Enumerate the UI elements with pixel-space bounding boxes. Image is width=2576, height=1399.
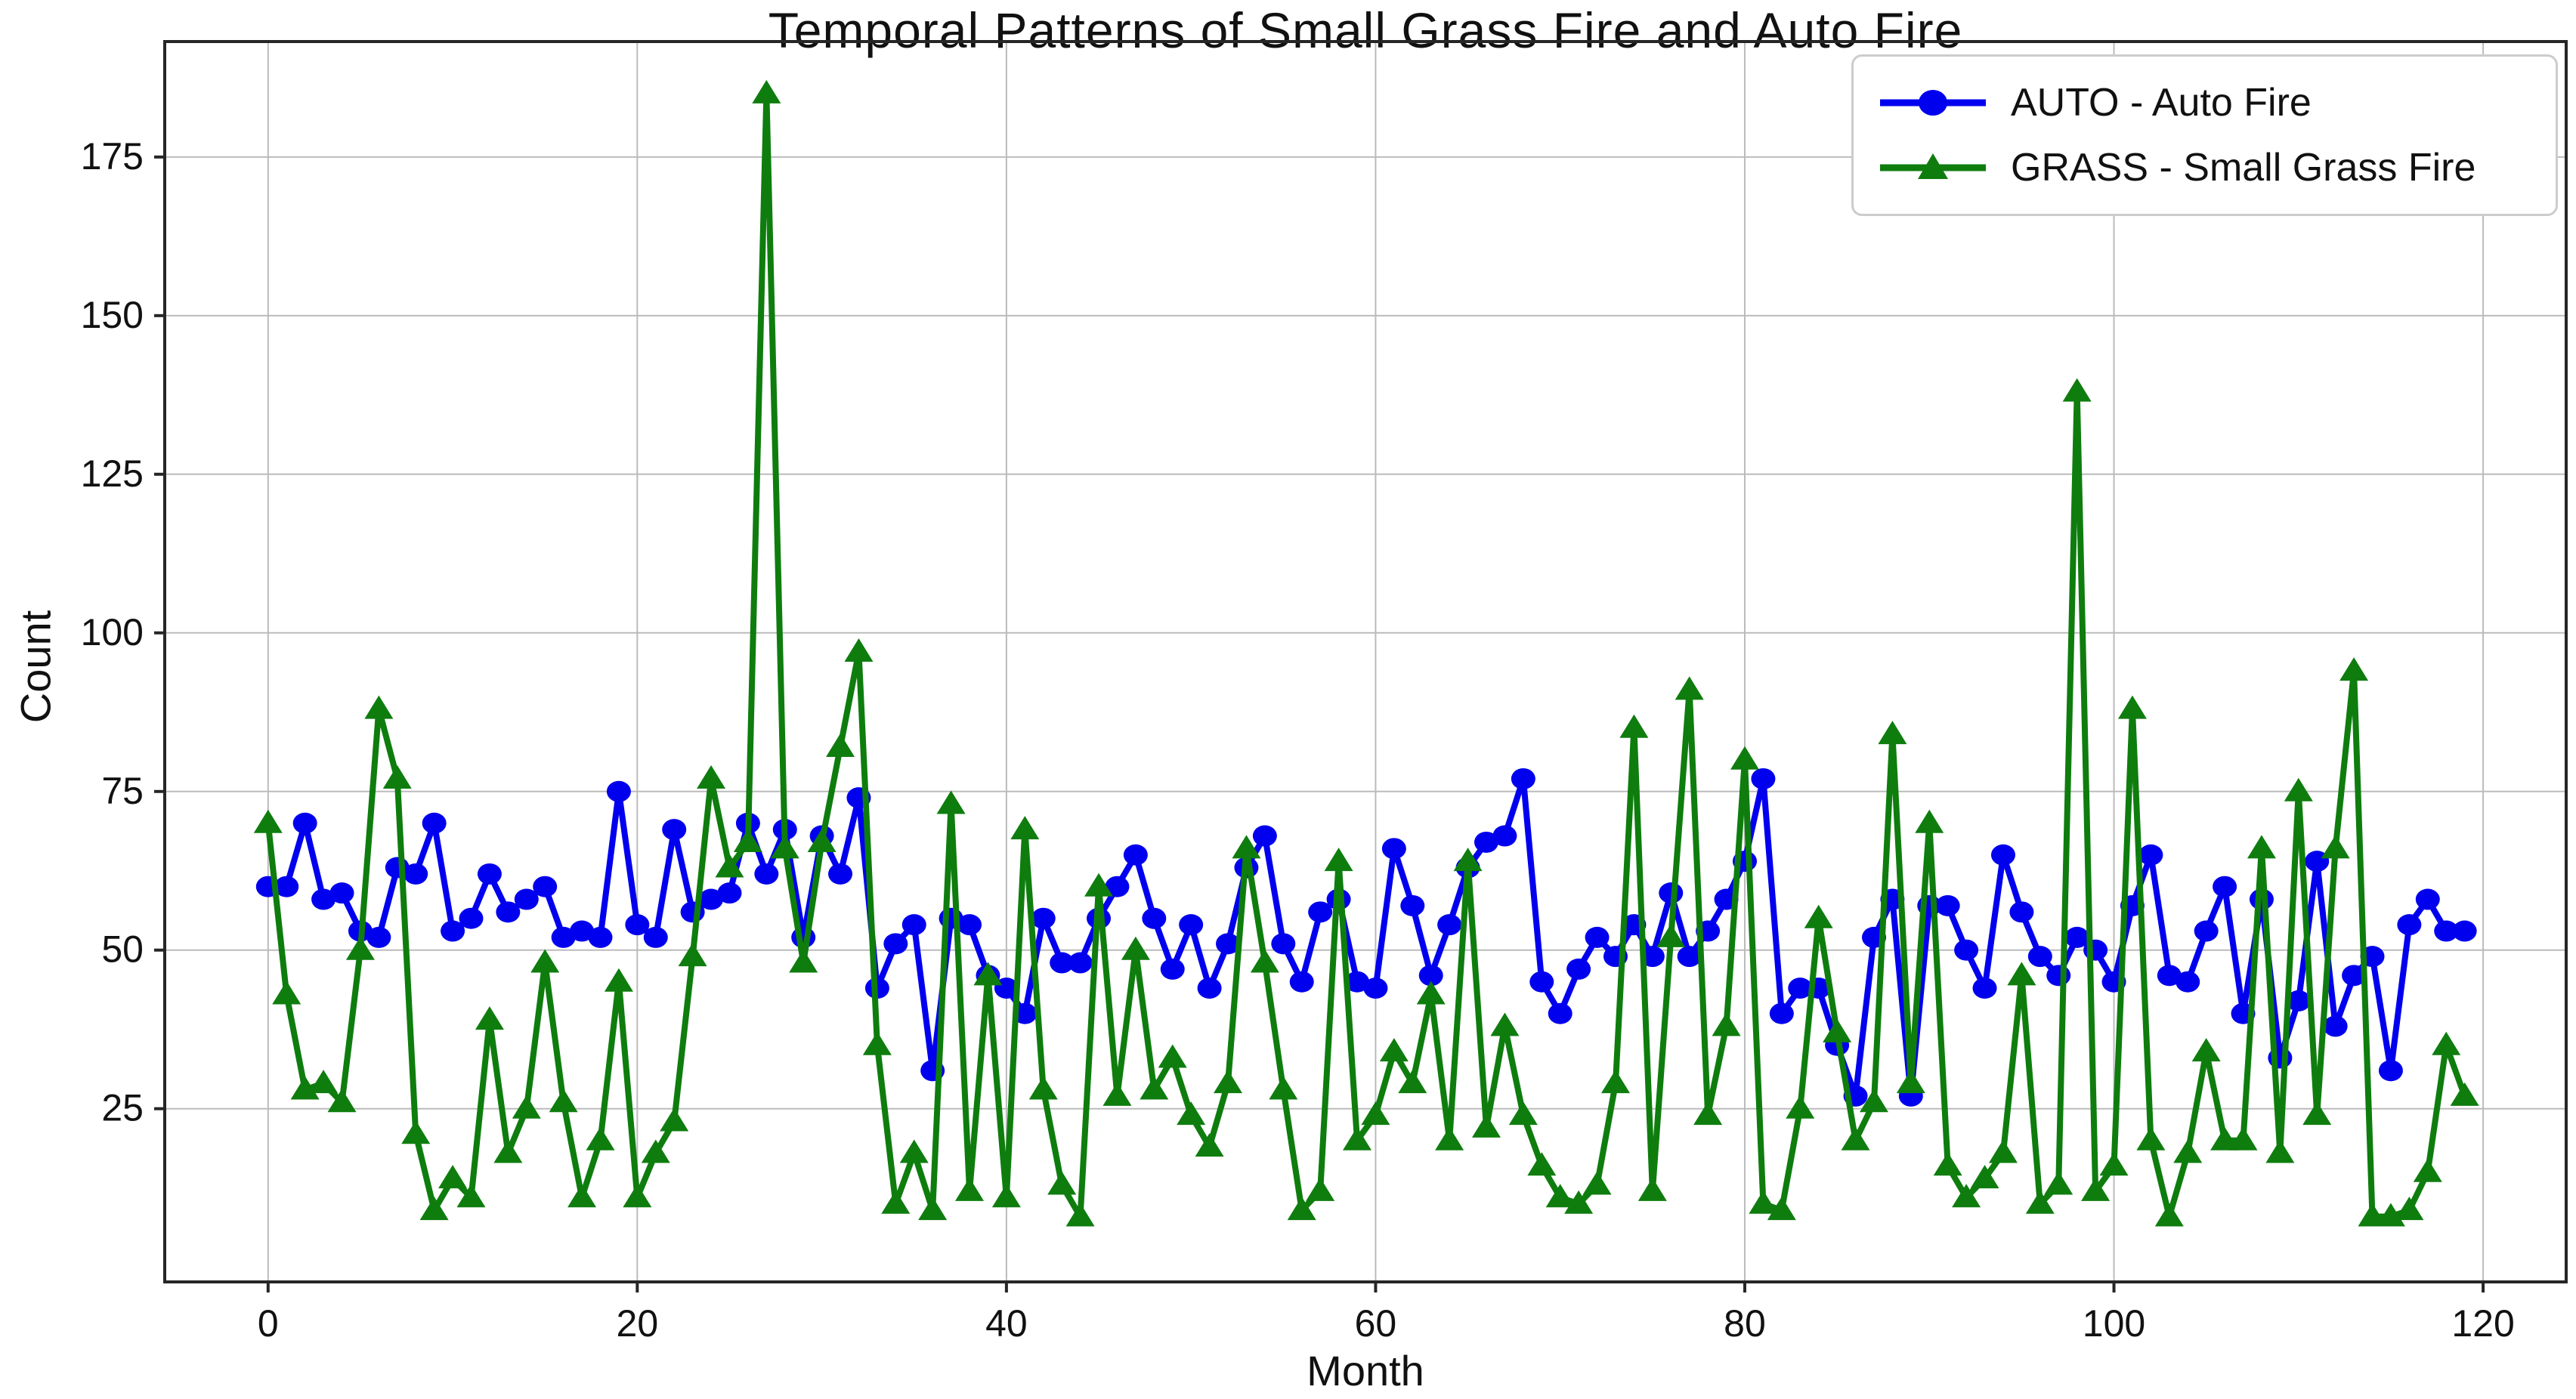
legend-item-auto: AUTO - Auto Fire — [1876, 70, 2533, 135]
grass-series-markers — [253, 79, 2479, 1227]
x-tick-label: 100 — [2083, 1302, 2145, 1345]
plot-border — [163, 40, 2568, 1283]
grass-line-triangle-icon — [1880, 153, 1986, 179]
x-tick-label: 40 — [985, 1302, 1028, 1345]
y-tick-label: 50 — [101, 928, 144, 971]
y-tick-label: 25 — [101, 1087, 144, 1129]
grass-series-line — [264, 90, 2468, 1220]
y-tick-label: 150 — [81, 294, 144, 336]
x-tick-label: 0 — [258, 1302, 279, 1345]
legend-item-grass: GRASS - Small Grass Fire — [1876, 135, 2533, 200]
legend: AUTO - Auto Fire GRASS - Small Grass Fir… — [1851, 54, 2558, 216]
legend-label-auto: AUTO - Auto Fire — [2011, 81, 2312, 125]
y-tick-label: 125 — [81, 452, 144, 495]
x-tick-label: 60 — [1355, 1302, 1397, 1345]
x-tick-label: 20 — [617, 1302, 659, 1345]
y-tick-label: 175 — [81, 135, 144, 178]
x-tick-label: 80 — [1724, 1302, 1766, 1345]
legend-label-grass: GRASS - Small Grass Fire — [2011, 146, 2476, 190]
y-tick-label: 100 — [81, 611, 144, 653]
x-axis-label: Month — [1307, 1347, 1424, 1394]
x-tick-label: 120 — [2451, 1302, 2514, 1345]
auto-line-circle-icon — [1880, 90, 1986, 116]
chart-title: Temporal Patterns of Small Grass Fire an… — [768, 2, 1963, 58]
y-tick-label: 75 — [101, 770, 144, 812]
